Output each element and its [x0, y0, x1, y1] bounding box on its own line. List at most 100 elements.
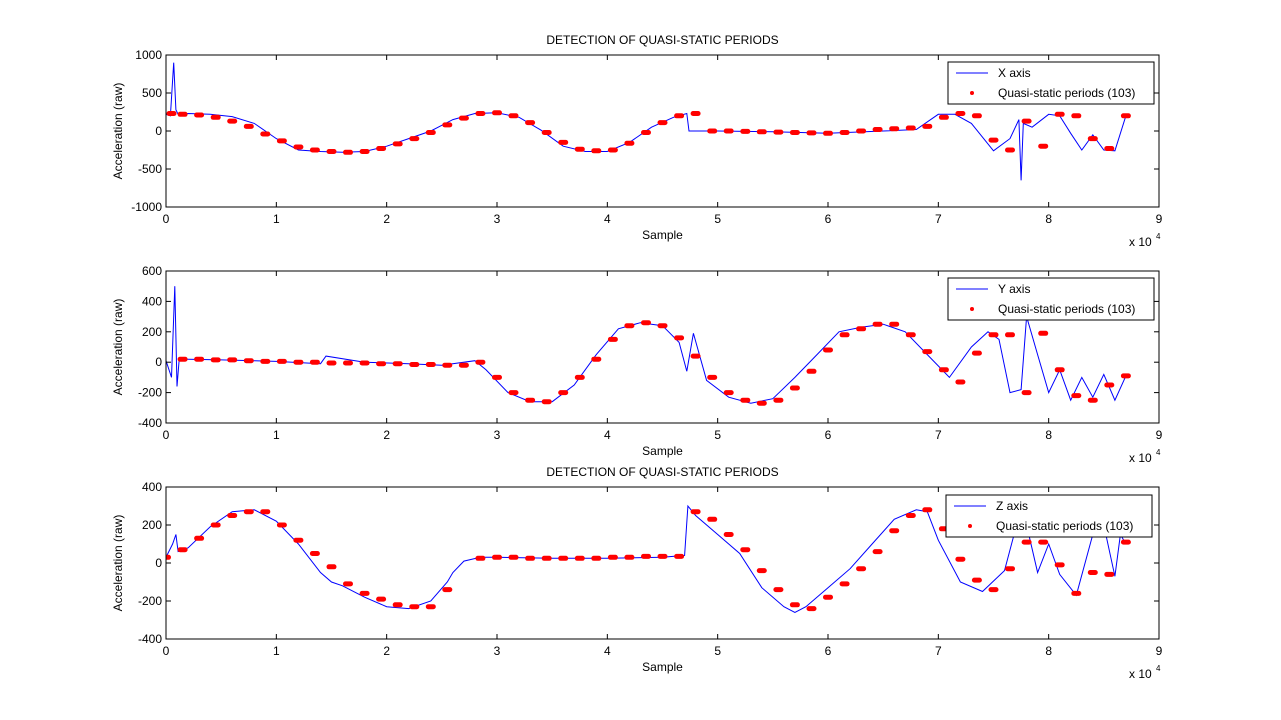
x-tick-label: 8: [1045, 428, 1052, 442]
quasi-static-marker: [922, 349, 933, 355]
quasi-static-marker: [392, 361, 403, 367]
quasi-static-marker: [955, 379, 966, 385]
y-tick-label: 200: [142, 518, 162, 532]
quasi-static-marker: [243, 358, 254, 364]
y-tick-label: -1000: [131, 200, 162, 214]
quasi-static-marker: [166, 554, 171, 560]
quasi-static-marker: [458, 115, 469, 121]
legend: Z axis Quasi-static periods (103): [945, 494, 1153, 538]
quasi-static-marker: [1104, 571, 1115, 577]
y-tick-label: -500: [138, 162, 162, 176]
x-axis-label: Sample: [642, 660, 683, 674]
quasi-static-marker: [889, 528, 900, 534]
panel-x-axis: 0 1 2 3 4 5 6 7 8 9 -1000 -500 0 500 1000 Sample x 10 4 Ac…: [111, 33, 1163, 249]
quasi-static-marker: [657, 553, 668, 559]
quasi-static-marker: [194, 112, 205, 118]
quasi-static-marker: [475, 359, 486, 365]
quasi-static-marker: [276, 138, 287, 144]
x-multiplier-exponent: 4: [1156, 232, 1161, 241]
quasi-static-marker: [574, 374, 585, 380]
panel-z-axis: 0 1 2 3 4 5 6 7 8 9 -400 -200 0 200 400 Sample x 10 4 Acce…: [111, 465, 1163, 681]
quasi-static-marker: [872, 549, 883, 555]
quasi-static-marker: [343, 149, 353, 155]
x-tick-label: 2: [383, 644, 390, 658]
y-tick-label: -200: [138, 386, 162, 400]
quasi-static-marker: [674, 335, 685, 341]
legend-entry-markers: Quasi-static periods (103): [998, 302, 1135, 316]
quasi-static-marker: [309, 147, 320, 153]
quasi-static-marker: [1120, 113, 1131, 119]
quasi-static-marker: [508, 390, 519, 396]
quasi-static-marker: [856, 566, 867, 572]
quasi-static-marker: [392, 602, 403, 608]
quasi-static-marker: [1054, 111, 1065, 117]
quasi-static-marker: [889, 321, 900, 327]
quasi-static-marker: [988, 332, 999, 338]
quasi-static-marker: [872, 127, 883, 132]
quasi-static-marker: [376, 596, 387, 602]
x-multiplier: x 10: [1129, 451, 1152, 465]
quasi-static-marker: [938, 114, 949, 120]
quasi-static-marker: [409, 604, 420, 610]
quasi-static-marker: [740, 547, 751, 553]
quasi-static-marker: [740, 397, 751, 403]
quasi-static-marker: [425, 604, 436, 610]
quasi-static-markers: [166, 110, 1131, 155]
quasi-static-marker: [442, 587, 453, 593]
quasi-static-marker: [856, 326, 867, 332]
quasi-static-marker: [657, 323, 668, 329]
quasi-static-marker: [276, 358, 287, 364]
quasi-static-marker: [806, 368, 817, 374]
quasi-static-marker: [1005, 332, 1015, 338]
quasi-static-marker: [1104, 146, 1115, 151]
quasi-static-marker: [326, 149, 337, 154]
quasi-static-marker: [905, 513, 916, 518]
quasi-static-marker: [210, 114, 221, 120]
quasi-static-marker: [1087, 397, 1098, 403]
quasi-static-marker: [260, 358, 271, 364]
quasi-static-marker: [607, 336, 618, 342]
quasi-static-marker: [194, 535, 205, 541]
legend: Y axis Quasi-static periods (103): [947, 277, 1155, 321]
x-tick-label: 0: [163, 428, 170, 442]
quasi-static-marker: [1021, 390, 1032, 396]
quasi-static-marker: [823, 347, 833, 353]
x-multiplier: x 10: [1129, 667, 1152, 681]
quasi-static-marker: [293, 144, 304, 150]
quasi-static-marker: [624, 554, 635, 560]
y-tick-label: 200: [142, 325, 162, 339]
quasi-static-marker: [1071, 590, 1082, 596]
quasi-static-marker: [806, 130, 817, 136]
quasi-static-marker: [905, 125, 916, 131]
quasi-static-marker: [293, 537, 304, 543]
legend-marker-swatch: [970, 307, 974, 311]
quasi-static-marker: [392, 141, 403, 147]
quasi-static-marker: [674, 553, 685, 559]
quasi-static-marker: [591, 555, 602, 561]
x-tick-label: 7: [935, 644, 942, 658]
legend: X axis Quasi-static periods (103): [947, 61, 1155, 105]
y-axis-label: Acceleration (raw): [111, 83, 125, 180]
quasi-static-marker: [210, 522, 221, 528]
quasi-static-marker: [326, 360, 337, 366]
legend-marker-swatch: [970, 91, 974, 95]
y-tick-label: -400: [138, 632, 162, 646]
y-tick-label: 1000: [135, 48, 162, 62]
quasi-static-marker: [856, 128, 867, 134]
quasi-static-marker: [1005, 566, 1015, 572]
y-tick-label: -400: [138, 416, 162, 430]
x-tick-label: 8: [1045, 212, 1052, 226]
quasi-static-marker: [376, 146, 387, 151]
signal-line: [166, 62, 1127, 181]
quasi-static-marker: [177, 547, 188, 553]
quasi-static-marker: [558, 139, 569, 145]
quasi-static-marker: [1021, 539, 1032, 545]
quasi-static-marker: [409, 136, 420, 142]
x-axis-label: Sample: [642, 444, 683, 458]
chart-title: DETECTION OF QUASI-STATIC PERIODS: [546, 465, 778, 479]
x-multiplier-exponent: 4: [1156, 448, 1161, 457]
quasi-static-marker: [1120, 373, 1131, 379]
quasi-static-marker: [558, 390, 569, 396]
quasi-static-marker: [889, 126, 900, 132]
quasi-static-marker: [723, 128, 734, 134]
